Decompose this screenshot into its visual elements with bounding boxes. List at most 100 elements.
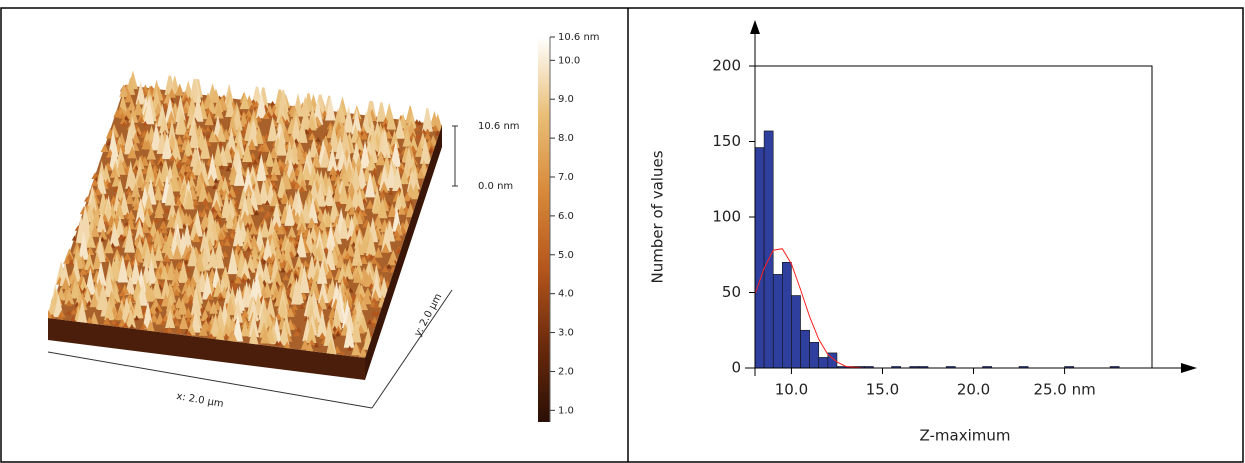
surface-peak (331, 308, 342, 330)
surface-peak (130, 257, 142, 285)
surface-peak (161, 132, 173, 160)
surface-peak (92, 252, 103, 270)
surface-peak (135, 173, 145, 188)
surface-peak (118, 289, 127, 297)
surface-peak (257, 150, 264, 156)
surface-peak (364, 171, 376, 198)
surface-peak (66, 309, 72, 315)
surface-peak (287, 240, 298, 257)
surface-peak (289, 178, 298, 186)
surface-side (365, 125, 442, 380)
surface-peak (123, 106, 133, 119)
surface-peak (146, 145, 156, 160)
surface-peak (216, 124, 226, 142)
surface-peak (274, 312, 283, 320)
surface-peak (306, 253, 318, 281)
surface-peak (329, 171, 338, 181)
colorbar-tick-label: 5.0 (558, 250, 574, 261)
surface-peak (262, 236, 274, 262)
surface-peak (205, 132, 212, 139)
surface-peak (181, 152, 190, 163)
surface-peak (409, 132, 417, 140)
bar (809, 342, 820, 369)
surface-peak (112, 248, 122, 260)
surface-peak (109, 222, 120, 247)
surface-peak (399, 169, 409, 185)
surface-peak (406, 168, 418, 192)
surface-peak (227, 114, 238, 135)
surface-peak (342, 279, 350, 286)
surface-peak (134, 315, 140, 321)
surface-peak (294, 252, 300, 258)
surface-peak (320, 146, 331, 168)
surface-peak (190, 310, 201, 333)
surface-peak (118, 111, 126, 119)
surface-peak (174, 197, 183, 207)
surface-peak (242, 141, 253, 163)
surface-peak (365, 199, 375, 209)
surface-peak (153, 184, 163, 201)
surface-peak (127, 145, 137, 159)
surface-peak (300, 95, 311, 117)
surface-peak (119, 83, 129, 97)
surface-peak (226, 127, 237, 153)
surface-peak (269, 171, 279, 181)
surface-peak (315, 136, 321, 142)
surface-peak (247, 121, 258, 147)
surface-peak (210, 314, 221, 337)
surface-peak (227, 246, 239, 275)
surface-peak (153, 217, 160, 223)
surface-peak (260, 261, 272, 284)
surface-peak (232, 313, 244, 342)
surface-peak (233, 275, 242, 284)
plot-frame (755, 65, 1153, 368)
surface-peak (170, 274, 180, 286)
surface-peak (378, 191, 387, 199)
surface-peak (375, 150, 386, 166)
surface-peak (298, 186, 306, 192)
surface-peak (239, 112, 249, 127)
surface-peak (225, 166, 231, 172)
surface-peak (65, 299, 73, 307)
surface-peak (358, 346, 368, 357)
surface-peak (324, 241, 336, 270)
surface-peak (153, 269, 163, 280)
surface-peak (126, 209, 136, 220)
surface-peak (65, 248, 74, 260)
surface-peak (146, 319, 156, 333)
surface-peak (213, 177, 219, 183)
surface-peak (90, 223, 100, 237)
surface-peak (328, 124, 340, 152)
surface-peak (272, 221, 281, 232)
surface-peak (298, 264, 310, 293)
surface-peak (166, 284, 177, 303)
surface-peak (124, 224, 136, 253)
surface-peak (124, 259, 135, 278)
surface-peak (173, 208, 184, 229)
surface-peak (215, 324, 225, 342)
surface-peak (251, 81, 263, 104)
surface-peak (385, 160, 397, 188)
surface-peak (158, 114, 169, 134)
surface-peak (214, 103, 224, 119)
surface-peak (367, 128, 379, 152)
surface-peak (316, 308, 328, 337)
surface-peak (70, 309, 78, 315)
bar (818, 357, 829, 369)
surface-peak (170, 138, 182, 160)
surface-peak (370, 297, 378, 303)
surface-peak (370, 288, 380, 301)
surface-peak (317, 278, 329, 304)
surface-peak (280, 267, 286, 273)
bar (754, 147, 765, 369)
surface-peak (291, 269, 300, 276)
y-tick-label: 50 (722, 283, 741, 301)
z-tick-label: 10.6 nm (478, 121, 520, 132)
surface-peak (332, 108, 344, 131)
bar (800, 329, 810, 369)
surface-peak (270, 155, 281, 176)
surface-peak (370, 316, 379, 324)
y-tick-label: 150 (712, 132, 741, 150)
surface-peak (229, 229, 236, 235)
